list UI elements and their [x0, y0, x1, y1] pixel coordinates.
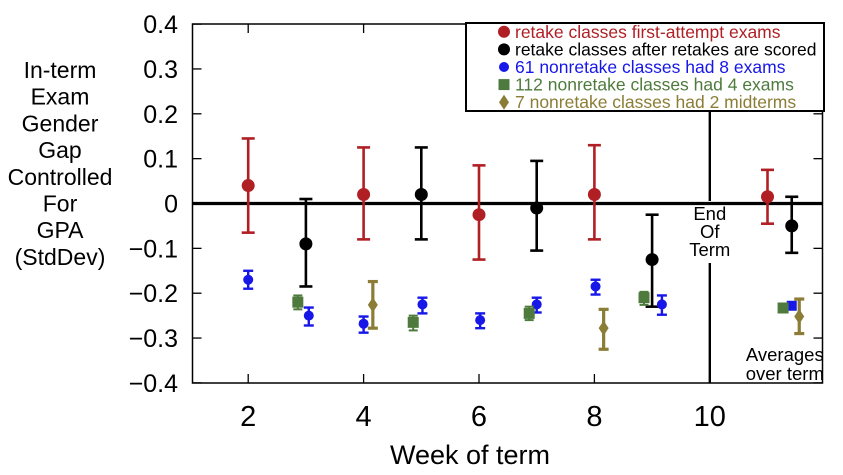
y-axis-title-line: (StdDev)	[15, 244, 106, 270]
data-point-retake-after-scored	[530, 201, 544, 215]
data-point-nonretake-8-exams	[243, 274, 254, 285]
y-tick-label: 0.3	[143, 56, 178, 84]
x-tick-label: 6	[471, 401, 487, 433]
legend-label: 7 nonretake classes had 2 midterms	[515, 92, 796, 112]
y-tick-label: −0.4	[129, 370, 178, 398]
data-point-nonretake-4-exams	[292, 296, 304, 308]
data-point-retake-after-scored	[645, 253, 659, 267]
legend-box	[465, 22, 825, 112]
x-tick-label: 4	[356, 401, 372, 433]
legend-marker-retake-after-scored	[498, 43, 510, 56]
data-point-nonretake-2-midterms	[367, 297, 378, 313]
x-tick-label: 2	[240, 401, 256, 433]
legend-label: retake classes after retakes are scored	[515, 39, 817, 59]
y-tick-label: −0.1	[129, 235, 178, 263]
data-point-nonretake-8-exams	[590, 281, 601, 292]
legend-item-retake-after-scored: retake classes after retakes are scored	[498, 39, 817, 59]
data-point-nonretake-8-exams	[475, 315, 486, 326]
x-tick-label: 10	[694, 401, 726, 433]
averages-over-term-label: over term	[746, 363, 824, 384]
data-point-retake-after-scored	[299, 237, 313, 251]
data-point-nonretake-8-exams	[358, 318, 369, 329]
data-point-nonretake-2-midterms	[598, 320, 609, 336]
data-point-retake-after-scored	[414, 188, 428, 202]
legend-item-retake-first-attempt: retake classes first-attempt exams	[498, 22, 781, 42]
legend-marker-circle	[498, 43, 510, 56]
series-retake-after-scored	[299, 146, 799, 308]
series-nonretake-2-midterms	[367, 279, 805, 351]
data-point-nonretake-4-exams	[638, 292, 650, 304]
y-axis-title-line: Gap	[38, 137, 81, 163]
end-of-term-label: End	[693, 203, 726, 224]
data-point-nonretake-4-exams	[523, 307, 535, 319]
legend-marker-retake-first-attempt	[498, 25, 510, 38]
x-tick-label: 8	[586, 401, 602, 433]
series-nonretake-8-exams	[243, 269, 797, 334]
legend-item-nonretake-2-midterms: 7 nonretake classes had 2 midterms	[499, 92, 796, 112]
data-point-nonretake-8-exams	[656, 299, 667, 310]
legend-marker-circle	[499, 62, 509, 72]
legend-label: retake classes first-attempt exams	[515, 22, 781, 42]
y-axis-title-line: GPA	[37, 217, 85, 243]
y-tick-label: 0.2	[143, 101, 178, 129]
y-axis-title-line: Gender	[22, 110, 99, 136]
legend-label: 112 nonretake classes had 4 exams	[515, 75, 794, 95]
series-retake-first-attempt	[241, 137, 774, 261]
y-axis-title-line: For	[43, 191, 78, 217]
series-nonretake-4-exams	[292, 290, 789, 332]
end-of-term-label: Of	[700, 221, 720, 242]
data-point-retake-first-attempt	[241, 179, 255, 193]
data-point-retake-after-scored	[785, 219, 799, 233]
data-point-retake-first-attempt	[587, 188, 601, 202]
legend-marker-square	[498, 79, 510, 91]
legend-label: 61 nonretake classes had 8 exams	[515, 57, 786, 77]
x-axis-title: Week of term	[389, 440, 551, 470]
data-point-retake-first-attempt	[357, 188, 371, 202]
y-tick-label: 0.4	[143, 11, 178, 39]
data-point-nonretake-8-exams	[303, 310, 314, 321]
y-tick-label: 0.1	[143, 146, 178, 174]
data-point-retake-first-attempt	[761, 190, 774, 204]
y-tick-label: −0.3	[129, 325, 178, 353]
y-axis-title-line: Exam	[31, 84, 90, 110]
y-axis-title-line: In-term	[24, 57, 97, 83]
y-tick-label: −0.2	[129, 280, 178, 308]
legend-marker-nonretake-4-exams	[498, 79, 510, 91]
data-point-nonretake-4-exams	[777, 302, 789, 314]
data-point-nonretake-2-midterms	[794, 309, 805, 325]
data-point-nonretake-8-exams	[786, 300, 797, 311]
y-tick-label: 0	[164, 191, 178, 219]
data-point-nonretake-8-exams	[417, 299, 428, 310]
legend-marker-circle	[498, 25, 510, 38]
data-point-nonretake-8-exams	[531, 299, 542, 310]
legend-marker-nonretake-2-midterms	[499, 94, 509, 110]
data-point-nonretake-4-exams	[407, 316, 419, 328]
end-of-term-label: Term	[689, 239, 730, 260]
averages-over-term-label: Averages	[746, 344, 824, 365]
legend-item-nonretake-4-exams: 112 nonretake classes had 4 exams	[498, 75, 794, 95]
legend-item-nonretake-8-exams: 61 nonretake classes had 8 exams	[499, 57, 786, 77]
legend-marker-diamond	[499, 94, 509, 110]
legend-marker-nonretake-8-exams	[499, 62, 509, 72]
data-point-retake-first-attempt	[472, 208, 486, 222]
y-axis-title-line: Controlled	[8, 164, 113, 190]
